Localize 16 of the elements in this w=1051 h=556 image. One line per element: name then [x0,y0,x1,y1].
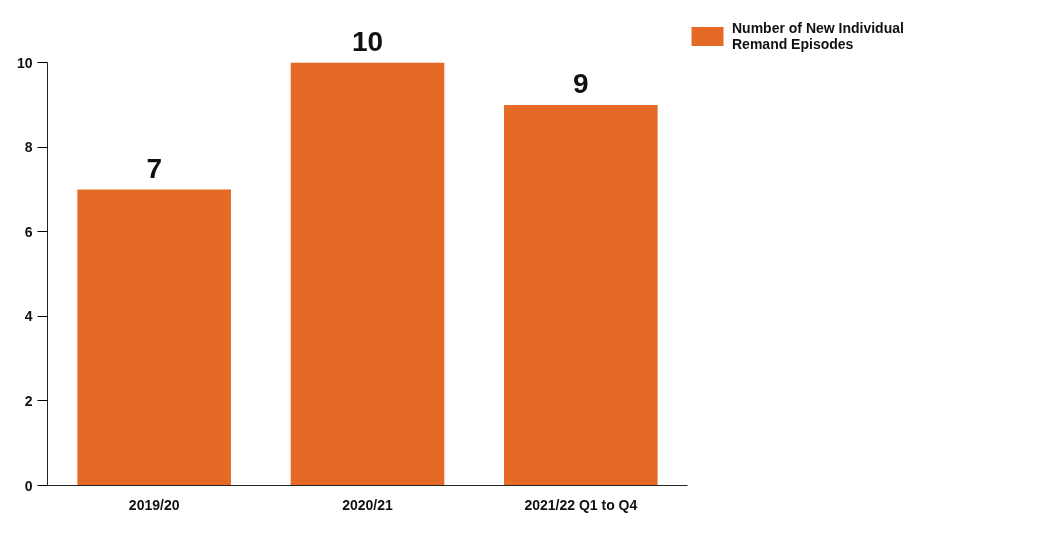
y-tick-label: 6 [24,223,33,240]
x-tick-label: 2019/20 [128,496,180,513]
y-tick-label: 0 [24,477,33,494]
data-label: 9 [573,68,589,100]
legend-label: Number of New Individual Remand Episodes [732,20,904,52]
y-tick-label: 4 [24,308,33,325]
y-tick-label: 10 [16,54,33,71]
x-tick-label: 2021/22 Q1 to Q4 [524,496,638,513]
y-tick-label: 2 [24,392,33,409]
bar [290,62,445,486]
data-label: 7 [146,152,162,184]
data-label: 10 [351,25,384,57]
x-tick-label: 2020/21 [342,496,394,513]
y-tick-label: 8 [24,139,33,156]
bar [77,189,231,486]
bar [504,105,658,486]
